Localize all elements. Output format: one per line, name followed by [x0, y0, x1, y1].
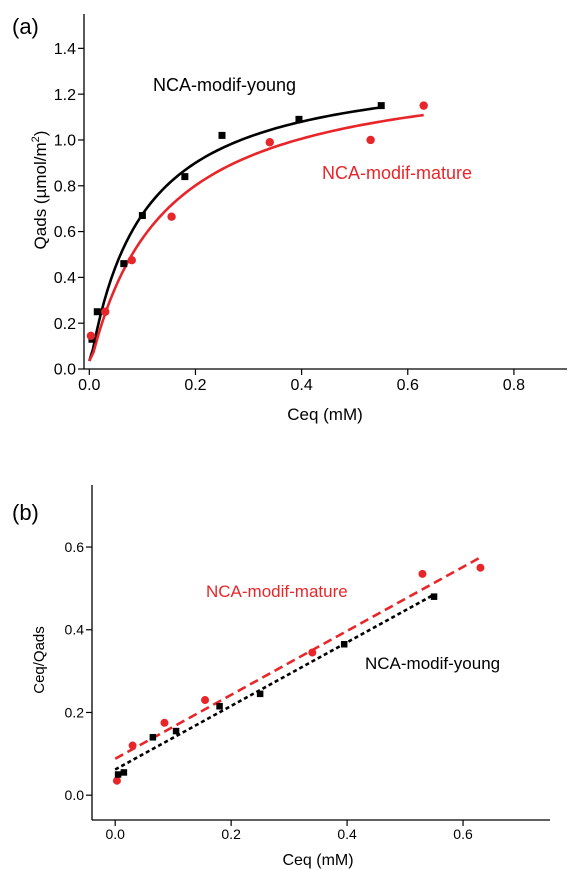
panel-b-series-label-mature: NCA-modif-mature	[206, 582, 348, 601]
fit-line-nca-modif-young	[88, 106, 382, 362]
fit-line-nca-modif-young	[114, 593, 435, 771]
x-tick-label: 0.8	[503, 377, 525, 394]
y-tick-label: 0.4	[65, 622, 85, 638]
panel-a-y-axis-title: Qads (µmol/m2)	[30, 131, 50, 250]
x-tick-label: 0.2	[221, 826, 241, 842]
panel-a-y-axis-title-main: Qads (µmol/m	[31, 142, 50, 249]
data-point-nca-modif-mature	[201, 696, 210, 705]
data-point-nca-modif-young	[120, 260, 128, 268]
data-point-nca-modif-mature	[167, 212, 176, 221]
panel-b-x-ticks: 0.0 0.2 0.4 0.6	[105, 820, 473, 842]
panel-b-y-ticks: 0.0 0.2 0.4 0.6	[65, 539, 92, 803]
data-point-nca-modif-young	[377, 102, 385, 110]
panel-a-x-axis-title: Ceq (mM)	[287, 405, 363, 424]
data-point-nca-modif-mature	[418, 569, 427, 578]
panel-a-y-axis-title-superscript: 2	[30, 136, 42, 142]
data-point-nca-modif-mature	[160, 718, 169, 727]
data-point-nca-modif-mature	[112, 776, 121, 785]
panel-a-series-label-mature: NCA-modif-mature	[322, 163, 472, 183]
panel-b-label: (b)	[12, 500, 39, 525]
panel-b-linearized-chart: (b) 0.0 0.2 0.4 0.6 0.0 0.2 0.4 0.6 NCA-modif-…	[12, 485, 550, 869]
y-tick-label: 1.0	[54, 133, 76, 150]
data-point-nca-modif-mature	[101, 307, 110, 316]
data-point-nca-modif-young	[120, 769, 128, 776]
panel-a-label: (a)	[12, 14, 39, 39]
data-point-nca-modif-young	[218, 131, 226, 139]
x-tick-label: 0.6	[453, 826, 473, 842]
y-tick-label: 0.6	[65, 539, 85, 555]
panel-b-x-axis-title: Ceq (mM)	[282, 852, 353, 869]
x-tick-label: 0.4	[290, 377, 312, 394]
data-point-nca-modif-mature	[86, 331, 96, 340]
data-point-nca-modif-young	[149, 734, 157, 741]
x-tick-label: 0.0	[78, 377, 100, 394]
x-tick-label: 0.4	[337, 826, 357, 842]
panel-b-series-label-young: NCA-modif-young	[365, 654, 500, 673]
data-point-nca-modif-mature	[419, 101, 428, 110]
data-point-nca-modif-young	[295, 115, 303, 123]
data-point-nca-modif-young	[138, 212, 146, 220]
panel-a-x-ticks: 0.0 0.2 0.4 0.6 0.8	[78, 369, 525, 394]
y-tick-label: 0.2	[65, 704, 85, 720]
data-point-nca-modif-young	[172, 727, 180, 735]
y-tick-label: 0.6	[54, 224, 76, 241]
panel-b-y-axis-title: Ceq/Qads	[31, 626, 48, 694]
data-point-nca-modif-young	[340, 640, 348, 648]
panel-a-adsorption-isotherm-chart: (a) 0.0 0.2 0.4 0.6 0.8 0.0 0.2 0.4 0.6 0.8 1.0 1.…	[12, 14, 567, 424]
data-point-nca-modif-young	[181, 173, 189, 181]
data-point-nca-modif-mature	[476, 563, 485, 572]
data-point-nca-modif-mature	[127, 256, 136, 265]
y-tick-label: 0.8	[54, 178, 76, 195]
y-tick-label: 1.2	[54, 87, 76, 104]
x-tick-label: 0.6	[397, 377, 419, 394]
x-tick-label: 0.2	[184, 377, 206, 394]
panel-a-y-ticks: 0.0 0.2 0.4 0.6 0.8 1.0 1.2 1.4	[54, 41, 84, 379]
y-tick-label: 1.4	[54, 41, 76, 58]
y-tick-label: 0.0	[65, 787, 85, 803]
data-point-nca-modif-mature	[128, 741, 137, 750]
panel-a-fit-curves	[88, 106, 424, 362]
data-point-nca-modif-mature	[265, 138, 274, 147]
panel-a-data-points	[86, 101, 428, 343]
data-point-nca-modif-young	[93, 308, 101, 316]
panel-a-series-label-young: NCA-modif-young	[153, 75, 296, 95]
data-point-nca-modif-young	[114, 771, 122, 778]
data-point-nca-modif-mature	[366, 135, 375, 145]
data-point-nca-modif-young	[430, 593, 438, 600]
panel-a-y-axis-title-close: )	[31, 131, 50, 137]
y-tick-label: 0.2	[54, 316, 76, 333]
data-point-nca-modif-mature	[308, 648, 317, 657]
data-point-nca-modif-young	[216, 703, 223, 710]
y-tick-label: 0.4	[54, 270, 76, 287]
data-point-nca-modif-young	[256, 690, 264, 698]
x-tick-label: 0.0	[105, 826, 125, 842]
panel-b-data-points	[112, 563, 485, 785]
panel-b-fit-lines	[114, 556, 482, 771]
fit-line-nca-modif-mature	[88, 113, 424, 362]
y-tick-label: 0.0	[54, 362, 76, 379]
